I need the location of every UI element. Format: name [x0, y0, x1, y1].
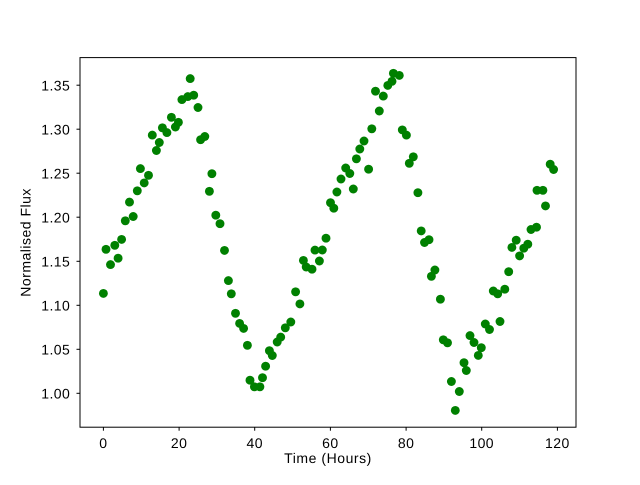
svg-text:1.10: 1.10 — [41, 298, 70, 314]
svg-text:1.05: 1.05 — [41, 342, 70, 358]
svg-text:120: 120 — [545, 435, 570, 451]
svg-text:20: 20 — [171, 435, 187, 451]
svg-text:40: 40 — [246, 435, 262, 451]
svg-text:1.20: 1.20 — [41, 209, 70, 225]
svg-text:0: 0 — [99, 435, 107, 451]
svg-text:1.00: 1.00 — [41, 386, 70, 402]
svg-text:60: 60 — [322, 435, 338, 451]
svg-text:1.25: 1.25 — [41, 165, 70, 181]
svg-text:100: 100 — [469, 435, 494, 451]
svg-text:1.35: 1.35 — [41, 77, 70, 93]
svg-text:80: 80 — [398, 435, 414, 451]
svg-text:1.30: 1.30 — [41, 121, 70, 137]
svg-text:Time (Hours): Time (Hours) — [284, 450, 372, 466]
svg-text:1.15: 1.15 — [41, 254, 70, 270]
svg-text:Normalised Flux: Normalised Flux — [18, 188, 34, 297]
